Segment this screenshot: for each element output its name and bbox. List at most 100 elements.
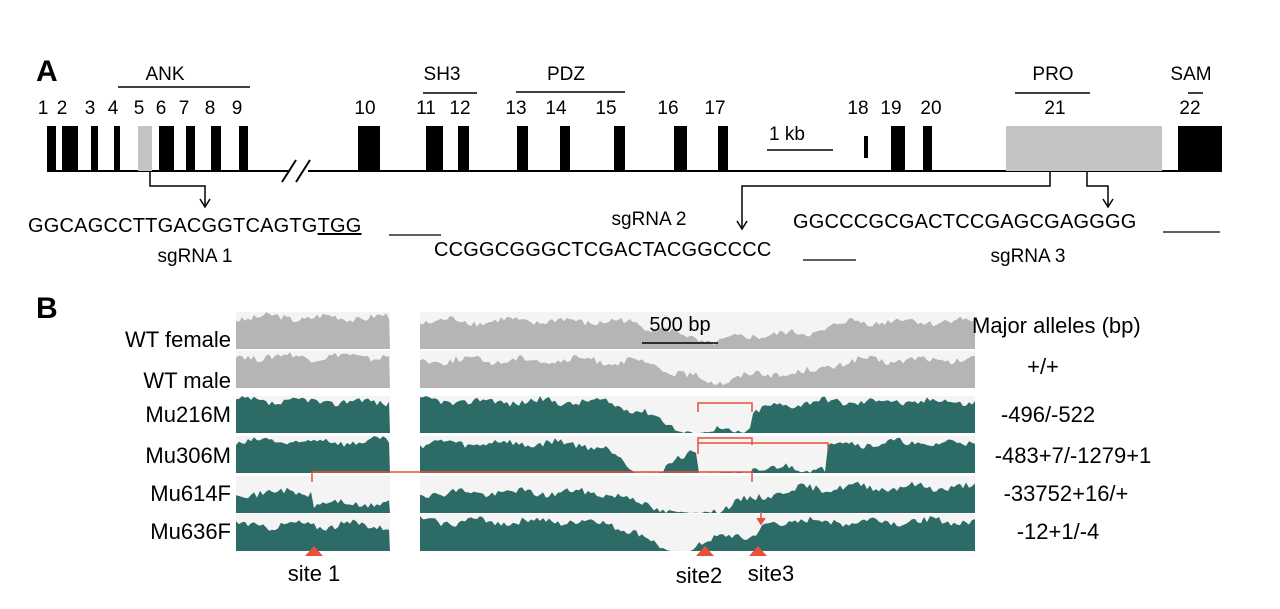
exon-7 (186, 126, 195, 171)
exon-number: 10 (354, 98, 375, 119)
coverage-area (420, 481, 975, 513)
exon-number: 8 (205, 98, 216, 119)
exons (47, 126, 1222, 171)
exon-16 (674, 126, 687, 171)
exon-number: 11 (416, 98, 436, 119)
exon-13 (517, 126, 528, 171)
sgrna1-sequence: GGCAGCCTTGACGGTCAGTGTGG (28, 215, 362, 237)
coverage-area (420, 516, 975, 551)
track-label: Mu306M (145, 443, 231, 468)
domain-label-sh3: SH3 (424, 64, 461, 85)
exon-number: 2 (57, 98, 68, 119)
coverage-area (236, 436, 390, 473)
exon-14 (560, 126, 570, 171)
deletion-bracket-mu216m (697, 402, 753, 412)
sgrna2-sequence: CCGGCGGGCTCGACTACGGCCCC (434, 239, 772, 261)
exon-8 (211, 126, 221, 171)
sgrna-pointers (149, 171, 1114, 231)
scale-bar-1kb: 1 kb (767, 124, 833, 151)
exon-number: 19 (880, 98, 901, 119)
exon-17 (718, 126, 728, 171)
allele-value: -12+1/-4 (1017, 519, 1100, 544)
exon-6 (159, 126, 174, 171)
exon-number: 16 (657, 98, 678, 119)
exon-18 (864, 136, 868, 158)
exon-number: 17 (704, 98, 725, 119)
coverage-area (420, 396, 975, 433)
exon-21 (1006, 126, 1162, 171)
exon-5 (138, 126, 152, 171)
panel-b-label: B (36, 292, 58, 325)
coverage-area (236, 487, 390, 513)
exon-9 (239, 126, 248, 171)
scale-bar-500bp: 500 bp (642, 314, 718, 344)
track-label: Mu216M (145, 402, 231, 427)
exon-number: 13 (505, 98, 526, 119)
coverage-area (236, 352, 390, 388)
deletion-brackets (311, 402, 829, 526)
exon-number: 5 (134, 98, 145, 119)
site-label: site2 (676, 563, 722, 588)
sgrna3-sequence: GGCCCGCGACTCCGAGCGAGGGG (793, 211, 1137, 233)
break-mark (295, 159, 311, 183)
exon-number: 21 (1044, 98, 1065, 119)
coverage-tracks (236, 312, 975, 551)
exon-15 (614, 126, 625, 171)
coverage-area (420, 355, 975, 388)
track-label: Mu636F (150, 519, 231, 544)
exon-number: 4 (108, 98, 119, 119)
sgrna2-label: sgRNA 2 (612, 209, 687, 230)
site-3-marker (749, 546, 767, 556)
domain-label-pdz: PDZ (547, 64, 585, 85)
track-labels: WT female WT male Mu216M Mu306M Mu614F M… (125, 327, 231, 544)
panel-a-label: A (36, 55, 58, 88)
exon-1 (47, 126, 56, 171)
allele-value: -33752+16/+ (1004, 481, 1129, 506)
sgrna1-pointer (149, 171, 206, 205)
sgrna3-pointer (1086, 171, 1109, 205)
exon-number: 12 (449, 98, 470, 119)
allele-value: +/+ (1027, 354, 1059, 379)
exon-number: 3 (85, 98, 96, 119)
coverage-area (236, 396, 390, 433)
scale-bar-label: 500 bp (649, 314, 710, 336)
exon-number: 15 (595, 98, 616, 119)
exon-number: 22 (1179, 98, 1200, 119)
arrowhead (1102, 198, 1114, 209)
track-label: WT female (125, 327, 231, 352)
sgrna-sequences: GGCAGCCTTGACGGTCAGTGTGG sgRNA 1 sgRNA 2 … (28, 209, 1220, 267)
site-2-marker (696, 546, 714, 556)
allele-labels: +/+ -496/-522 -483+7/-1279+1 -33752+16/+… (995, 354, 1152, 544)
exon-number: 6 (156, 98, 167, 119)
exon-number: 14 (545, 98, 567, 119)
track-label: WT male (143, 368, 231, 393)
deletion-bracket-mu306m (697, 437, 753, 454)
domain-annotations: ANK SH3 PDZ PRO SAM (118, 64, 1212, 94)
exon-3 (91, 126, 98, 171)
exon-11 (426, 126, 443, 171)
coverage-area (420, 316, 975, 349)
deletion-bracket-mu306m (698, 442, 829, 450)
exon-2 (62, 126, 78, 171)
exon-number: 9 (232, 98, 243, 119)
exon-number: 18 (847, 98, 868, 119)
exon-10 (358, 126, 380, 171)
domain-label-ank: ANK (145, 64, 184, 85)
site-label: site 1 (288, 561, 341, 586)
domain-label-pro: PRO (1032, 64, 1073, 85)
exon-12 (458, 126, 469, 171)
exon-22 (1178, 126, 1222, 171)
exon-19 (891, 126, 905, 171)
break-mark (281, 159, 297, 183)
site-markers: site 1 site2 site3 (288, 546, 794, 588)
sgrna3-label: sgRNA 3 (991, 246, 1066, 267)
arrowhead (199, 198, 211, 209)
exon-number: 1 (38, 98, 49, 119)
arrowhead (736, 220, 748, 231)
coverage-area (236, 519, 390, 551)
site-label: site3 (748, 561, 794, 586)
allele-value: -483+7/-1279+1 (995, 443, 1152, 468)
exon-4 (114, 126, 120, 171)
site-1-marker (305, 546, 323, 556)
